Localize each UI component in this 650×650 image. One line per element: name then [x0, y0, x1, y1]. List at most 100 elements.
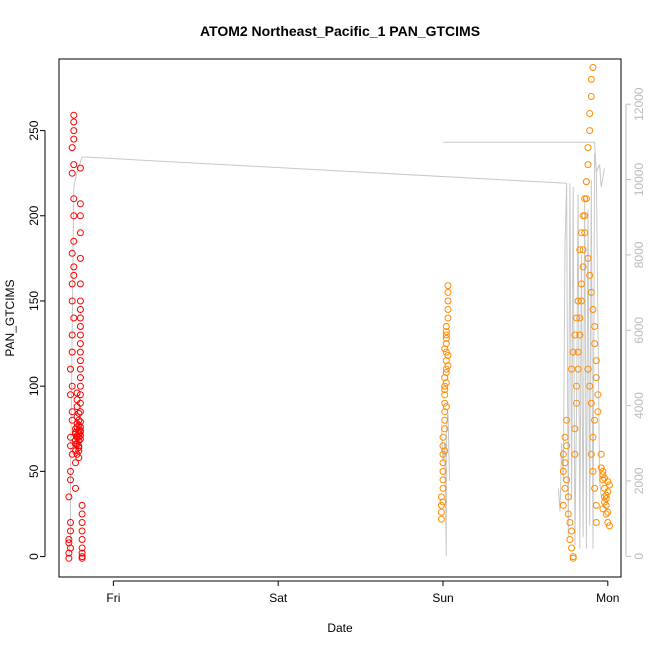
altitude-line [557, 153, 602, 549]
data-point [559, 467, 567, 475]
y2-tick-label: 8000 [632, 241, 646, 268]
data-point [444, 362, 452, 370]
data-point [68, 249, 76, 257]
data-point [76, 331, 84, 339]
data-point [573, 399, 580, 407]
data-point [73, 389, 81, 397]
data-point [601, 474, 608, 482]
data-point [70, 314, 78, 322]
data-point [439, 498, 447, 506]
data-point [599, 467, 607, 475]
data-point [573, 314, 580, 322]
data-point [65, 554, 73, 562]
data-point [587, 93, 595, 100]
data-point [442, 331, 450, 339]
data-point [439, 433, 447, 441]
data-point [586, 271, 594, 279]
data-point [604, 508, 612, 516]
data-point [76, 314, 84, 322]
x-tick-label: Mon [596, 591, 619, 605]
data-point [606, 481, 613, 489]
data-point [587, 288, 595, 296]
data-point [577, 297, 585, 305]
data-point [78, 554, 86, 562]
data-point [564, 510, 572, 518]
data-point [569, 554, 577, 562]
altitude-line [68, 156, 83, 557]
data-point [442, 379, 450, 387]
data-point [76, 280, 84, 288]
altitude-line [82, 156, 567, 184]
data-point [586, 110, 594, 117]
data-point [576, 246, 584, 254]
data-point [76, 357, 84, 365]
data-point [576, 331, 584, 339]
y-axis: 0 50 100 150 200 250 [27, 120, 46, 560]
data-point [592, 519, 600, 526]
data-point [569, 348, 577, 356]
data-point [599, 476, 607, 484]
y-axis-label: PAN_GTCIMS [3, 279, 17, 356]
data-point [67, 433, 74, 441]
data-point [75, 447, 83, 455]
altitude-line [443, 141, 605, 188]
data-point [76, 348, 84, 356]
data-point [68, 280, 76, 288]
x-tick-label: Sat [269, 591, 288, 605]
data-point [441, 386, 449, 394]
data-point [439, 476, 447, 484]
data-point [439, 459, 447, 467]
data-point [76, 423, 84, 431]
x-axis-label: Date [327, 621, 353, 635]
data-point [75, 416, 83, 424]
data-point [441, 447, 449, 455]
data-point [73, 450, 81, 458]
data-point [586, 382, 594, 390]
data-point [561, 459, 569, 467]
data-point [68, 169, 76, 177]
data-point [68, 408, 76, 416]
data-point [584, 365, 592, 373]
data-point [67, 442, 74, 450]
data-point [441, 425, 449, 433]
data-point [67, 527, 74, 535]
data-point [568, 544, 576, 552]
data-point [67, 544, 74, 552]
data-point [72, 459, 79, 467]
data-point [444, 314, 452, 322]
x-tick-label: Sun [432, 591, 453, 605]
data-point [78, 549, 86, 557]
y-tick-label: 250 [27, 120, 41, 140]
data-point [606, 522, 613, 530]
data-point [70, 118, 78, 126]
data-point [444, 297, 452, 305]
data-point [78, 544, 86, 552]
data-point [579, 246, 587, 254]
data-point [76, 382, 84, 390]
data-point [439, 484, 447, 492]
data-point [76, 229, 84, 237]
data-point [76, 200, 84, 208]
data-point [439, 467, 447, 475]
data-point [441, 382, 449, 390]
data-point [67, 391, 74, 399]
data-point [444, 306, 452, 313]
data-point [442, 334, 450, 342]
chart-title: ATOM2 Northeast_Pacific_1 PAN_GTCIMS [200, 23, 480, 39]
data-point [76, 212, 84, 220]
data-point [601, 498, 608, 506]
data-point [571, 450, 579, 458]
data-point [566, 519, 574, 526]
data-point [592, 374, 600, 382]
data-point [75, 409, 83, 417]
altitude-line [440, 413, 451, 557]
data-point [592, 357, 600, 365]
data-point [571, 425, 579, 433]
data-point [589, 64, 597, 71]
data-point [563, 476, 571, 484]
data-point [589, 306, 597, 313]
data-point [589, 467, 597, 475]
data-point [437, 501, 445, 509]
data-point [441, 345, 449, 353]
